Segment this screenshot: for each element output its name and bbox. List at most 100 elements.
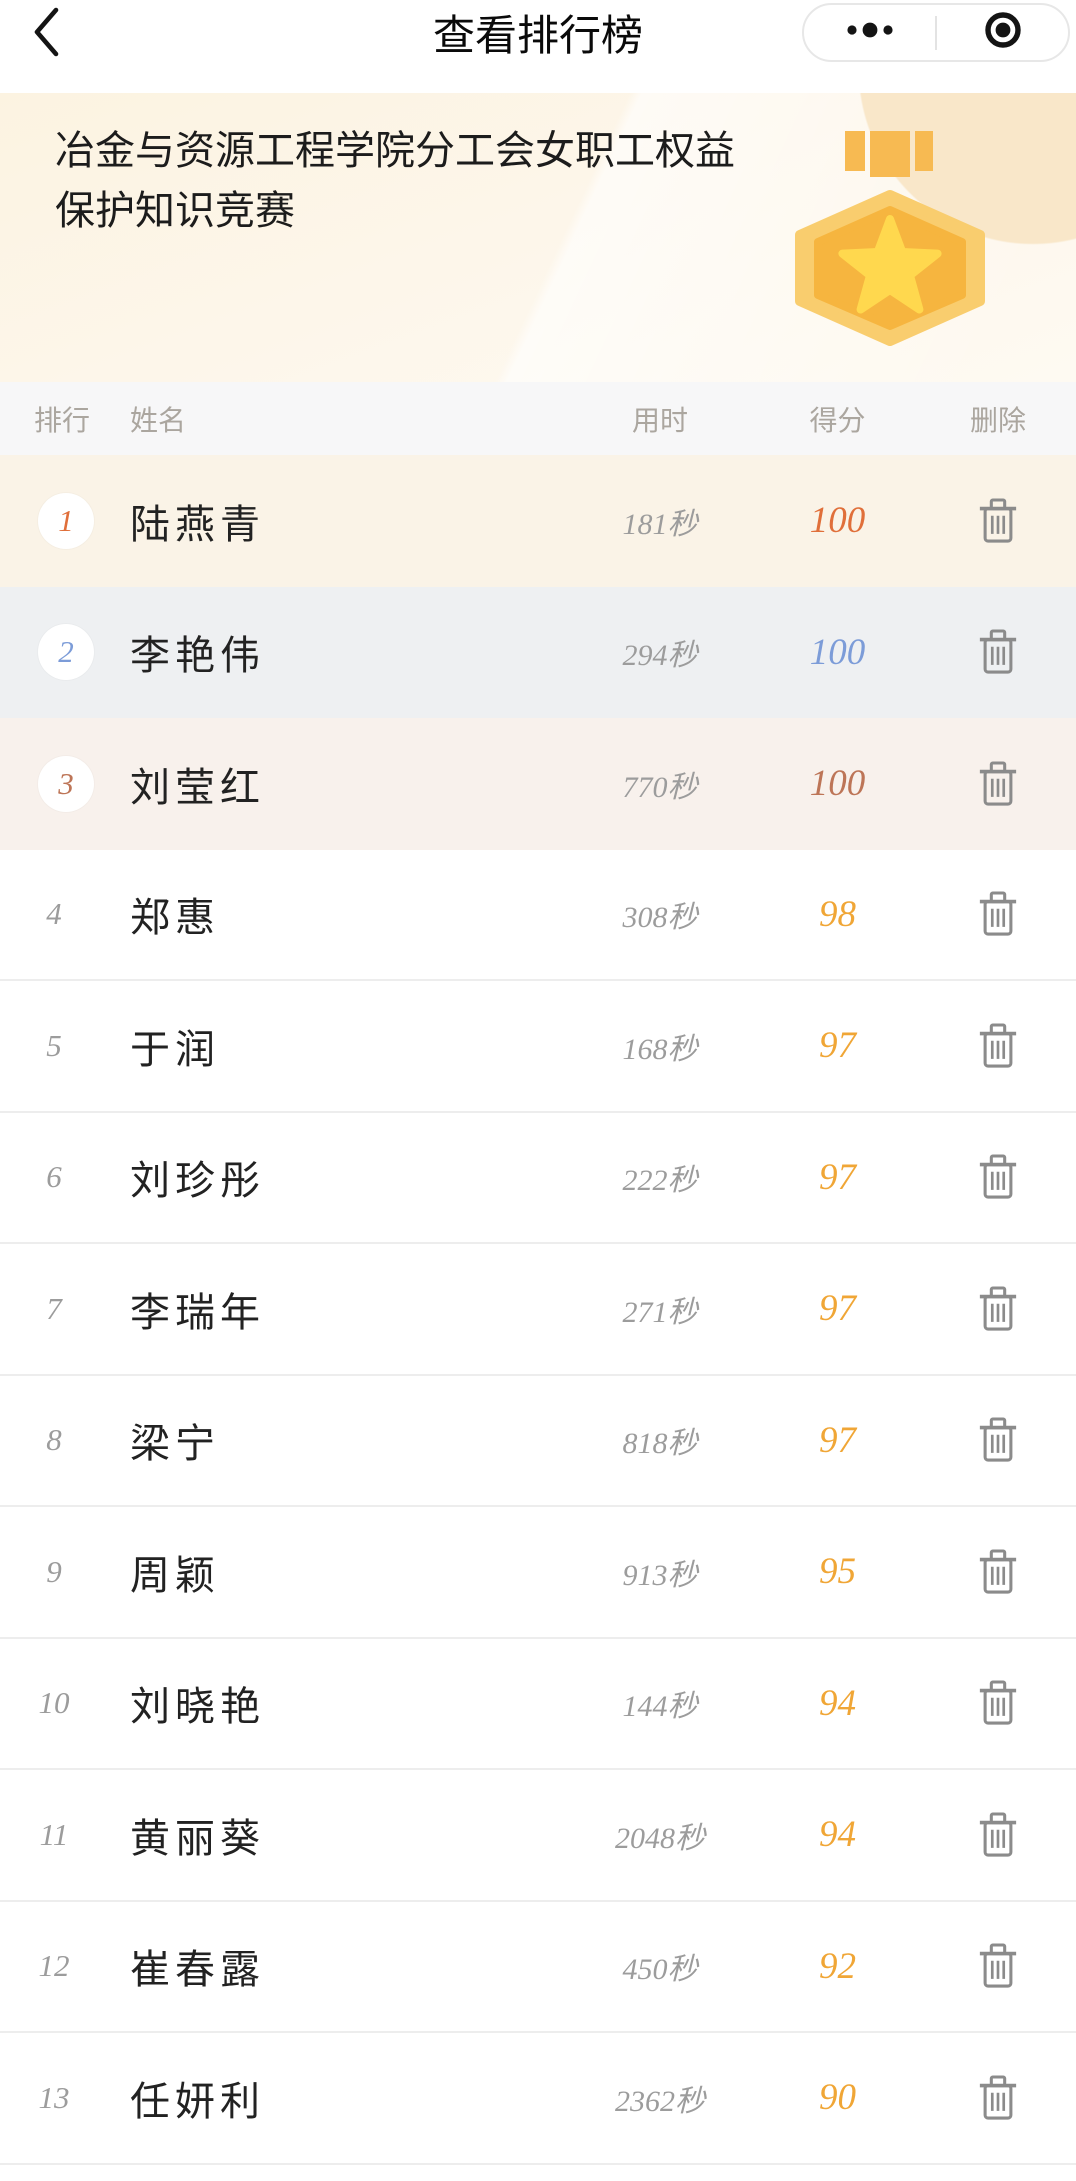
table-row: 12 崔春露 450秒 92 <box>0 1901 1076 2033</box>
score-value: 97 <box>819 1419 856 1461</box>
time-used: 2362秒 <box>615 2084 705 2118</box>
rank-cell: 5 <box>0 1018 95 1074</box>
rank-badge: 7 <box>46 1290 62 1326</box>
more-menu-button[interactable] <box>804 5 935 60</box>
player-name: 刘晓艳 <box>130 1684 265 1730</box>
time-used: 271秒 <box>622 1295 698 1329</box>
time-used: 144秒 <box>622 1690 698 1724</box>
rank-cell: 10 <box>0 1675 95 1731</box>
delete-button[interactable] <box>977 1416 1019 1464</box>
player-name: 于润 <box>130 1026 220 1072</box>
delete-button[interactable] <box>977 760 1019 808</box>
rank-badge: 3 <box>38 755 94 812</box>
rank-badge: 13 <box>38 2079 70 2115</box>
score-value: 98 <box>819 893 856 935</box>
player-name: 李瑞年 <box>130 1289 265 1335</box>
rank-cell: 1 <box>0 492 95 549</box>
time-used: 770秒 <box>622 770 698 804</box>
trash-icon <box>979 1549 1017 1594</box>
table-row: 11 黄丽葵 2048秒 94 <box>0 1770 1076 1902</box>
chevron-left-icon <box>31 5 61 64</box>
capsule-divider <box>935 15 937 50</box>
trash-icon <box>979 1812 1017 1857</box>
table-row: 10 刘晓艳 144秒 94 <box>0 1638 1076 1770</box>
player-name: 郑惠 <box>130 895 220 941</box>
delete-button[interactable] <box>977 1153 1019 1201</box>
rank-cell: 6 <box>0 1149 95 1205</box>
ellipsis-icon <box>844 21 896 44</box>
table-row: 5 于润 168秒 97 <box>0 981 1076 1113</box>
trash-icon <box>979 1286 1017 1331</box>
trash-icon <box>979 1023 1017 1068</box>
trash-icon <box>979 1943 1017 1988</box>
table-row: 3 刘莹红 770秒 100 <box>0 718 1076 850</box>
quiz-title: 冶金与资源工程学院分工会女职工权益保护知识竞赛 <box>55 128 735 233</box>
player-name: 任妍利 <box>130 2078 265 2124</box>
time-used: 222秒 <box>622 1164 698 1198</box>
table-row: 1 陆燕青 181秒 100 <box>0 455 1076 587</box>
delete-button[interactable] <box>977 1811 1019 1859</box>
rank-cell: 3 <box>0 755 95 812</box>
rank-cell: 4 <box>0 886 95 942</box>
player-name: 黄丽葵 <box>130 1815 265 1861</box>
rank-cell: 13 <box>0 2070 95 2126</box>
score-value: 97 <box>819 1288 856 1330</box>
back-button[interactable] <box>26 6 66 62</box>
player-name: 崔春露 <box>130 1947 265 1993</box>
time-used: 818秒 <box>622 1427 698 1461</box>
trash-icon <box>979 891 1017 936</box>
leaderboard-header: 排行 姓名 用时 得分 删除 <box>0 382 1076 455</box>
rank-badge: 1 <box>38 492 94 549</box>
delete-button[interactable] <box>977 1942 1019 1990</box>
column-score: 得分 <box>809 405 866 437</box>
trash-icon <box>979 1154 1017 1199</box>
score-value: 100 <box>809 631 866 673</box>
rank-badge: 11 <box>39 1816 69 1852</box>
record-dot-icon <box>982 9 1024 56</box>
delete-button[interactable] <box>977 2074 1019 2122</box>
page-title: 查看排行榜 <box>432 14 643 60</box>
exit-button[interactable] <box>937 5 1068 60</box>
column-time: 用时 <box>631 405 688 437</box>
rank-cell: 11 <box>0 1807 95 1863</box>
time-used: 168秒 <box>622 1032 698 1066</box>
delete-button[interactable] <box>977 890 1019 938</box>
navbar: 查看排行榜 <box>0 0 1076 93</box>
column-name: 姓名 <box>130 405 187 437</box>
leaderboard-rows: 1 陆燕青 181秒 100 2 李艳伟 294秒 100 <box>0 455 1076 2165</box>
score-value: 90 <box>819 2077 856 2119</box>
table-row: 4 郑惠 308秒 98 <box>0 849 1076 981</box>
table-row: 2 李艳伟 294秒 100 <box>0 586 1076 718</box>
table-row: 6 刘珍彤 222秒 97 <box>0 1112 1076 1244</box>
rank-badge: 4 <box>46 896 62 932</box>
rank-cell: 2 <box>0 624 95 681</box>
table-row: 7 李瑞年 271秒 97 <box>0 1244 1076 1376</box>
trash-icon <box>979 629 1017 674</box>
trash-icon <box>979 498 1017 543</box>
delete-button[interactable] <box>977 628 1019 676</box>
quiz-banner: 冶金与资源工程学院分工会女职工权益保护知识竞赛 <box>0 93 1076 382</box>
delete-button[interactable] <box>977 1679 1019 1727</box>
player-name: 陆燕青 <box>130 501 265 547</box>
player-name: 周颖 <box>130 1552 220 1598</box>
player-name: 李艳伟 <box>130 633 265 679</box>
delete-button[interactable] <box>977 1285 1019 1333</box>
delete-button[interactable] <box>977 1022 1019 1070</box>
rank-badge: 12 <box>38 1948 70 1984</box>
rank-badge: 8 <box>46 1422 62 1458</box>
time-used: 450秒 <box>622 1953 698 1987</box>
delete-button[interactable] <box>977 1548 1019 1596</box>
delete-button[interactable] <box>977 497 1019 545</box>
medal-icon <box>795 123 985 353</box>
rank-cell: 7 <box>0 1281 95 1337</box>
player-name: 刘莹红 <box>130 764 265 810</box>
trash-icon <box>979 2075 1017 2120</box>
trash-icon <box>979 761 1017 806</box>
rank-cell: 8 <box>0 1412 95 1468</box>
table-row: 9 周颖 913秒 95 <box>0 1507 1076 1639</box>
column-delete: 删除 <box>969 405 1026 437</box>
time-used: 2048秒 <box>615 1821 705 1855</box>
score-value: 94 <box>819 1682 856 1724</box>
table-row: 8 梁宁 818秒 97 <box>0 1375 1076 1507</box>
